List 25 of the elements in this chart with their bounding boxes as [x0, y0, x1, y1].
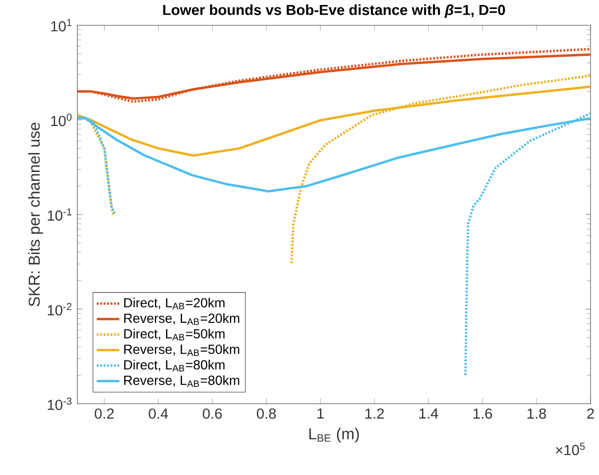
legend-label: Direct, L$_{AB}$=50km [124, 328, 224, 340]
legend-label: Direct, L$_{AB}$=80km [124, 360, 224, 372]
x-tick-label: 1.6 [473, 408, 492, 419]
x-tick-label: 0.6 [202, 408, 222, 419]
x-tick-label: 1.4 [419, 408, 438, 418]
x-tick-label: 0.8 [256, 408, 276, 419]
y-tick-label: 10$^{-3}$ [48, 397, 72, 410]
y-tick-label: 10$^{-2}$ [48, 302, 72, 316]
x-tick-label: 1 [317, 408, 324, 418]
x-tick-label: 2 [587, 408, 594, 419]
x-tick-label: 0.2 [94, 408, 114, 419]
y-tick-label: 10$^{-1}$ [48, 208, 72, 221]
legend-label: Reverse, L$_{AB}$=50km [124, 344, 240, 356]
x-axis-title: L$_{BE}$ (m) [309, 428, 359, 443]
text: ×10$^{5}$ [556, 442, 585, 456]
x-tick-label: 1.8 [528, 408, 546, 419]
legend-label: Direct, L$_{AB}$=20km [124, 298, 224, 310]
chart-title: Lower bounds vs Bob-Eve distance with β=1, D=0 [163, 4, 505, 18]
y-tick-label: 10$^{1}$ [51, 19, 72, 32]
y-tick-label: 10$^{0}$ [51, 114, 72, 126]
legend-label: Reverse, L$_{AB}$=20km [124, 313, 240, 325]
y-axis-title: SKR: Bits per channel use [28, 122, 43, 306]
x-tick-label: 0.4 [148, 408, 168, 419]
legend-label: Reverse, L$_{AB}$=80km [124, 375, 240, 387]
x-tick-label: 1.2 [365, 408, 384, 419]
